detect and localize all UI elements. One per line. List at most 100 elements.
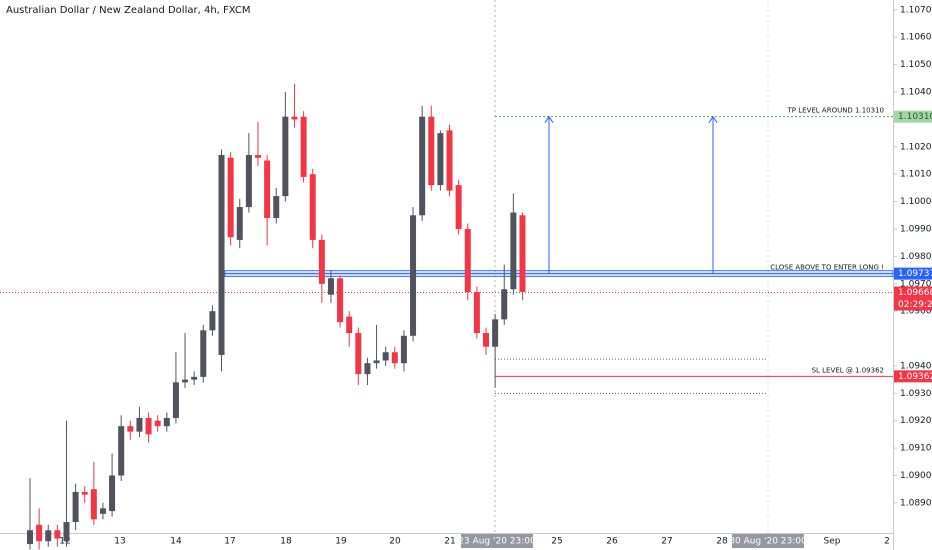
y-tick-label: 1.09900 <box>900 224 932 234</box>
x-tick-label: 20 <box>389 537 401 547</box>
candle-body <box>109 475 116 512</box>
arrow-head <box>708 115 718 123</box>
candle-body <box>191 376 198 380</box>
candle-body <box>309 174 316 240</box>
entry-price-tag: 1.09737 <box>898 269 932 279</box>
candle-body <box>264 160 271 219</box>
x-tick-label: Sep <box>824 537 841 547</box>
candle-body <box>154 420 161 427</box>
candle-body <box>36 524 43 542</box>
x-tick-label: 26 <box>606 537 618 547</box>
y-tick-label: 1.10500 <box>900 60 932 70</box>
x-tick-label: 18 <box>280 537 292 547</box>
candle-body <box>227 157 234 238</box>
candle-body <box>400 335 407 364</box>
x-tick-label: 13 <box>114 537 125 547</box>
candle-body <box>218 155 225 355</box>
candle-body <box>236 207 243 240</box>
y-tick-label: 1.09200 <box>900 416 932 426</box>
y-tick-label: 1.10000 <box>900 197 932 207</box>
candle-body <box>81 491 88 495</box>
candle-body <box>337 278 344 323</box>
candle-body <box>72 491 79 523</box>
candle-body <box>318 239 325 284</box>
candle-body <box>419 116 426 216</box>
candle-body <box>45 530 52 542</box>
candle-body <box>182 379 189 383</box>
candle-body <box>355 333 362 375</box>
entry-price-tag-box <box>894 267 932 280</box>
x-tick-label: 28 <box>716 537 728 547</box>
candle-body <box>510 212 517 290</box>
candle-body <box>54 530 61 539</box>
candle-body <box>428 116 435 186</box>
x-tick-label: 2 <box>884 537 890 547</box>
y-tick-label: 1.09800 <box>900 252 932 262</box>
x-tick-label: 25 <box>551 537 562 547</box>
y-tick-label: 1.09700 <box>900 279 932 289</box>
y-tick-label: 1.09100 <box>900 444 932 454</box>
x-tick-label: 17 <box>224 537 235 547</box>
candle-body <box>327 278 334 295</box>
y-tick-label: 1.10100 <box>900 170 932 180</box>
candle-body <box>391 352 398 364</box>
y-tick-label: 1.08900 <box>900 498 932 508</box>
candle-body <box>473 291 480 334</box>
countdown-tag-box <box>894 298 932 311</box>
sl-price-tag-box <box>894 370 932 383</box>
candle-body <box>446 130 453 191</box>
chart-title: Australian Dollar / New Zealand Dollar, … <box>6 5 251 16</box>
y-tick-label: 1.09000 <box>900 471 932 481</box>
candle-body <box>255 155 261 158</box>
x-tick-label: 19 <box>335 537 347 547</box>
last-price-tag: 1.09668 <box>898 288 932 298</box>
y-tick-label: 1.10700 <box>900 5 932 15</box>
candle-body <box>282 116 289 197</box>
y-tick-label: 1.09300 <box>900 389 932 399</box>
candle-body <box>410 215 417 336</box>
candle-body <box>63 522 70 542</box>
candle-body <box>455 185 462 229</box>
sl-price-tag: 1.09362 <box>898 372 932 382</box>
candle-body <box>172 382 179 418</box>
candle-body <box>364 363 371 375</box>
crosshair-date-box <box>461 534 533 548</box>
candle-body <box>245 155 252 208</box>
candle-body <box>136 417 143 432</box>
candle-body <box>273 196 280 219</box>
y-tick-label: 1.10600 <box>900 33 932 43</box>
candle-body <box>27 530 33 544</box>
arrow-head <box>544 115 554 123</box>
candle-body <box>464 228 471 292</box>
crosshair-date: 23 Aug '20 23:00 <box>458 537 536 547</box>
last-price-tag-box <box>894 286 932 299</box>
candle-body <box>300 116 307 177</box>
crosshair-date: 30 Aug '20 23:00 <box>729 537 807 547</box>
candle-body <box>118 426 125 476</box>
y-tick-label: 1.10400 <box>900 88 932 98</box>
candle-body <box>200 330 207 377</box>
y-tick-label: 1.09600 <box>900 307 932 317</box>
candle-body <box>163 417 170 427</box>
entry-text: CLOSE ABOVE TO ENTER LONG ! <box>770 264 884 272</box>
candle-body <box>373 360 380 364</box>
x-tick-label: 12 <box>59 537 70 547</box>
tp-text: TP LEVEL AROUND 1.10310 <box>787 107 884 115</box>
x-tick-label: 21 <box>444 537 455 547</box>
candle-body <box>209 311 216 331</box>
candle-body <box>382 352 389 361</box>
candle-body <box>519 215 526 292</box>
y-tick-label: 1.09400 <box>900 361 932 371</box>
crosshair-date-box <box>732 534 804 548</box>
candle-body <box>437 133 444 186</box>
sl-text: SL LEVEL @ 1.09362 <box>812 366 884 374</box>
tp-price-tag-box <box>894 110 932 123</box>
candle-body <box>492 319 499 347</box>
x-tick-label: 14 <box>170 537 182 547</box>
candle-body <box>483 333 489 347</box>
x-tick-label: 27 <box>661 537 672 547</box>
y-tick-label: 1.10200 <box>900 142 932 152</box>
candle-body <box>127 426 134 432</box>
